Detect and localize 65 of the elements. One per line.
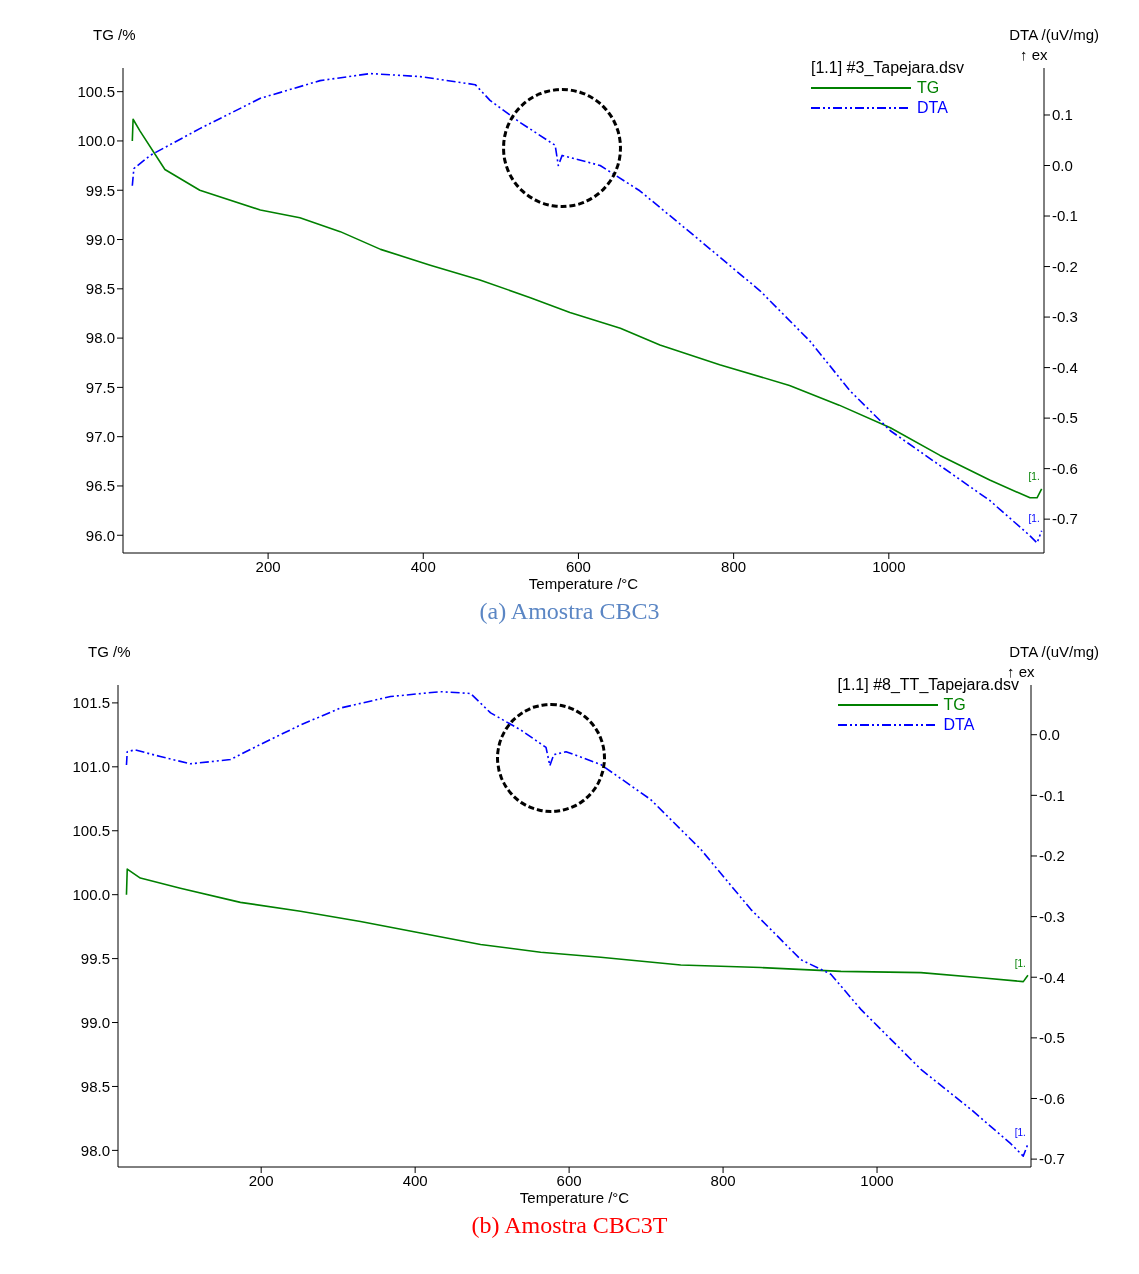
x-tick-label: 800 <box>710 1171 736 1189</box>
y2-axis-title: DTA /(uV/mg) <box>1009 26 1099 43</box>
annotation: [1. <box>1014 957 1026 969</box>
y2-tick-label: -0.4 <box>1052 358 1078 376</box>
x-tick-label: 600 <box>565 557 591 575</box>
x-tick-label: 1000 <box>860 1171 894 1189</box>
y2-tick-label: -0.2 <box>1039 847 1065 865</box>
annotation: [1. <box>1028 513 1040 525</box>
x-tick-label: 600 <box>556 1171 582 1189</box>
y-tick-label: 98.0 <box>85 329 115 347</box>
y-tick-label: 100.5 <box>72 822 110 840</box>
x-axis-title: Temperature /°C <box>518 1189 631 1206</box>
text: DTA <box>917 98 948 118</box>
y-tick-label: 98.5 <box>85 280 115 298</box>
y2-tick-label: 0.1 <box>1052 106 1073 124</box>
x-tick-label: 200 <box>248 1171 274 1189</box>
y-tick-label: 97.0 <box>85 428 115 445</box>
y2-axis-title: DTA /(uV/mg) <box>1009 643 1099 660</box>
y-tick-label: 100.5 <box>77 82 115 100</box>
x-tick-label: 1000 <box>872 557 906 575</box>
x-axis-title: Temperature /°C <box>527 575 640 592</box>
y2-tick-label: -0.5 <box>1052 409 1078 427</box>
y-axis-title: TG /% <box>88 643 131 660</box>
text: (a) Amostra CBC3 <box>478 598 661 625</box>
y-tick-label: 96.0 <box>85 526 115 544</box>
y-tick-label: 99.0 <box>85 230 115 248</box>
annotation: [1. <box>1014 1126 1026 1138</box>
y-tick-label: 99.5 <box>85 181 115 199</box>
y-tick-label: 98.0 <box>80 1141 110 1159</box>
y2-tick-label: -0.1 <box>1052 207 1078 225</box>
y2-tick-label: -0.6 <box>1052 459 1078 477</box>
y-tick-label: 100.0 <box>77 132 115 150</box>
legend-title: [1.1] #3_Tapejara.dsv <box>811 58 964 78</box>
text: (b) Amostra CBC3T <box>470 1212 669 1239</box>
y-tick-label: 101.0 <box>72 758 110 776</box>
y-tick-label: 96.5 <box>85 477 115 495</box>
y-tick-label: 101.5 <box>72 694 110 712</box>
annotation: [1. <box>1028 471 1040 483</box>
y2-tick-label: -0.3 <box>1052 308 1078 326</box>
text: ↑ ex <box>1020 46 1048 63</box>
x-tick-label: 200 <box>255 557 281 575</box>
y2-tick-label: -0.3 <box>1039 907 1065 925</box>
y-tick-label: 99.0 <box>80 1013 110 1031</box>
y2-tick-label: 0.0 <box>1052 156 1073 174</box>
text: DTA <box>943 715 975 735</box>
text: TG <box>943 695 966 715</box>
y-tick-label: 100.0 <box>72 886 110 903</box>
y2-tick-label: -0.2 <box>1052 257 1078 275</box>
x-tick-label: 400 <box>410 557 436 575</box>
y2-tick-label: -0.6 <box>1039 1089 1065 1107</box>
y2-tick-label: -0.7 <box>1052 510 1078 528</box>
y-axis-title: TG /% <box>93 26 136 43</box>
line-series <box>125 868 1029 983</box>
y-tick-label: 97.5 <box>85 378 115 396</box>
x-tick-label: 800 <box>721 557 747 575</box>
y-tick-label: 99.5 <box>80 949 110 967</box>
text: TG <box>917 78 940 98</box>
y2-tick-label: -0.5 <box>1039 1029 1065 1047</box>
y2-tick-label: 0.0 <box>1039 726 1060 744</box>
x-tick-label: 400 <box>402 1171 428 1189</box>
y2-tick-label: -0.7 <box>1039 1150 1065 1168</box>
y2-tick-label: -0.1 <box>1039 786 1065 804</box>
y-tick-label: 98.5 <box>80 1077 110 1095</box>
y2-tick-label: -0.4 <box>1039 968 1065 986</box>
line-series <box>131 118 1043 499</box>
